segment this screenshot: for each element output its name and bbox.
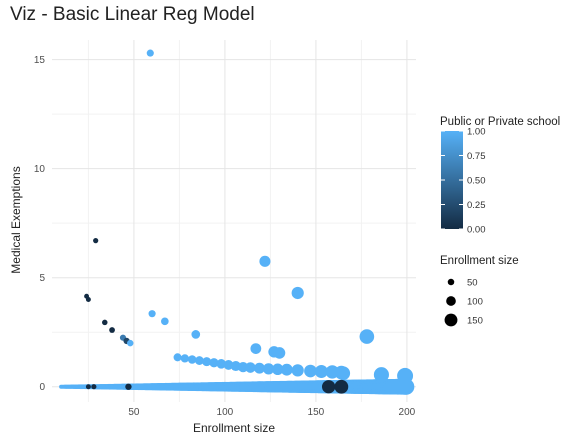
data-point	[149, 310, 156, 317]
size-legend-key	[448, 279, 455, 286]
x-tick-label: 200	[399, 407, 416, 418]
data-point	[250, 343, 261, 354]
colorbar-tick-label: 1.00	[467, 126, 486, 137]
data-point	[91, 384, 96, 389]
x-tick-label: 100	[217, 407, 234, 418]
y-tick-label: 15	[34, 55, 46, 66]
y-tick-label: 10	[34, 164, 46, 175]
data-point	[174, 353, 182, 361]
size-legend-title: Enrollment size	[440, 255, 519, 267]
data-point	[86, 384, 91, 389]
data-point	[188, 355, 197, 364]
data-point	[93, 238, 98, 243]
size-legend-entries: 50 100 150	[445, 277, 483, 326]
data-point	[127, 340, 133, 346]
data-point	[259, 256, 270, 267]
data-point	[322, 380, 335, 393]
data-point	[374, 367, 389, 382]
data-point	[125, 384, 131, 390]
data-point	[336, 366, 350, 380]
data-point	[292, 287, 304, 299]
color-legend: Public or Private school 1.00 0.75 0.50 0.2…	[440, 116, 560, 235]
colorbar-tick-label: 0.75	[467, 151, 486, 162]
data-point	[281, 364, 293, 376]
grid-lines	[52, 40, 416, 402]
size-legend-label: 150	[467, 315, 483, 326]
data-point	[86, 297, 91, 302]
x-tick-label: 150	[308, 407, 325, 418]
data-point	[397, 368, 413, 384]
colorbar-tick-label: 0.50	[467, 175, 486, 186]
data-point	[360, 329, 375, 344]
x-axis-title: Enrollment size	[193, 421, 275, 435]
size-legend-key	[446, 296, 456, 306]
y-tick-label: 0	[39, 382, 45, 393]
data-point	[147, 50, 154, 57]
colorbar-tick-label: 0.00	[467, 224, 486, 235]
data-point	[191, 330, 200, 339]
color-legend-title: Public or Private school	[440, 116, 560, 128]
size-legend-label: 50	[467, 277, 478, 288]
size-legend: Enrollment size 50 100 150	[440, 255, 519, 326]
data-point	[109, 327, 115, 333]
x-tick-label: 50	[128, 407, 140, 418]
size-legend-key	[445, 314, 458, 327]
data-point	[292, 364, 304, 376]
y-tick-label: 5	[39, 273, 45, 284]
size-legend-label: 100	[467, 296, 483, 307]
data-point	[161, 318, 169, 326]
data-point	[335, 380, 349, 394]
data-point	[274, 347, 286, 359]
data-point	[102, 320, 108, 326]
data-point	[181, 354, 189, 362]
y-axis-title: Medical Exemptions	[9, 166, 23, 273]
colorbar-tick-label: 0.25	[467, 200, 486, 211]
